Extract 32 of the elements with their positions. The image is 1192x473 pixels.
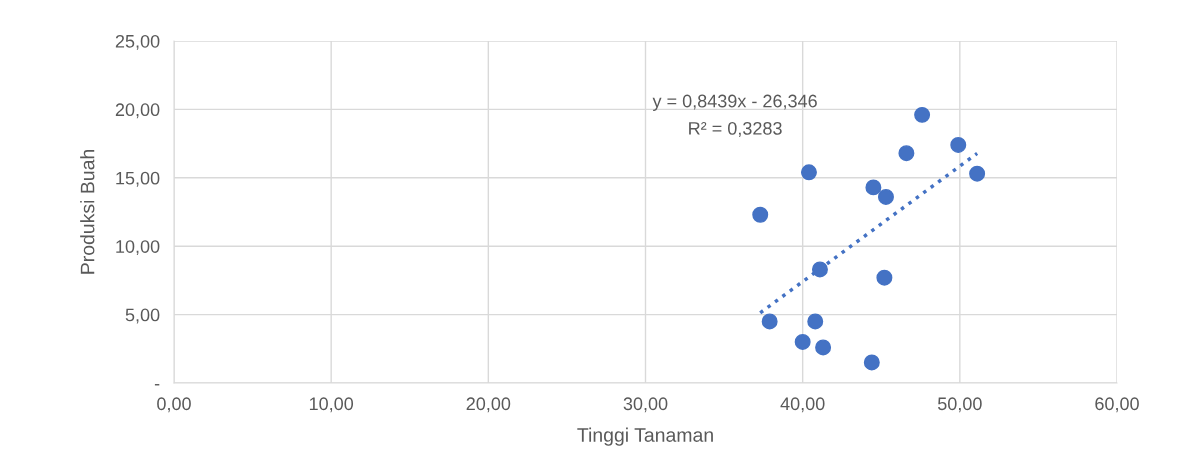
y-tick-label: 20,00 (115, 103, 160, 119)
point (950, 136, 967, 153)
y-tick-label: 5,00 (125, 308, 160, 324)
point (969, 165, 986, 182)
x-tick-label: 50,00 (937, 397, 982, 413)
point (794, 333, 811, 350)
point (865, 179, 882, 196)
annotation: R² = 0,3283 (689, 121, 782, 137)
x-tick-label: 0,00 (157, 397, 191, 413)
point (877, 188, 894, 205)
x-tick-label: 40,00 (780, 397, 825, 413)
y-tick-label: 10,00 (116, 240, 160, 256)
x-tick-label: 60,00 (1095, 397, 1139, 413)
point (811, 261, 828, 278)
point (807, 313, 824, 330)
point (863, 354, 880, 371)
point (815, 339, 832, 356)
y-tick-label: - (154, 384, 160, 386)
y-tick-label: 25,00 (115, 34, 160, 50)
x-tick-label: 20,00 (466, 397, 511, 413)
point (898, 145, 915, 162)
point (761, 313, 778, 330)
x-tick-label: 10,00 (309, 397, 354, 413)
point (914, 106, 931, 123)
point (752, 206, 769, 223)
y-tick-label: 15,00 (116, 171, 160, 187)
x-tick-label: 30,00 (623, 397, 668, 413)
annotation: y = 0,8439x - 26,346 (652, 94, 817, 111)
y-axis-title: Produksi Buah (80, 150, 95, 274)
x-axis-title: Tinggi Tanaman (577, 427, 713, 446)
point (800, 164, 817, 181)
point (876, 269, 893, 286)
